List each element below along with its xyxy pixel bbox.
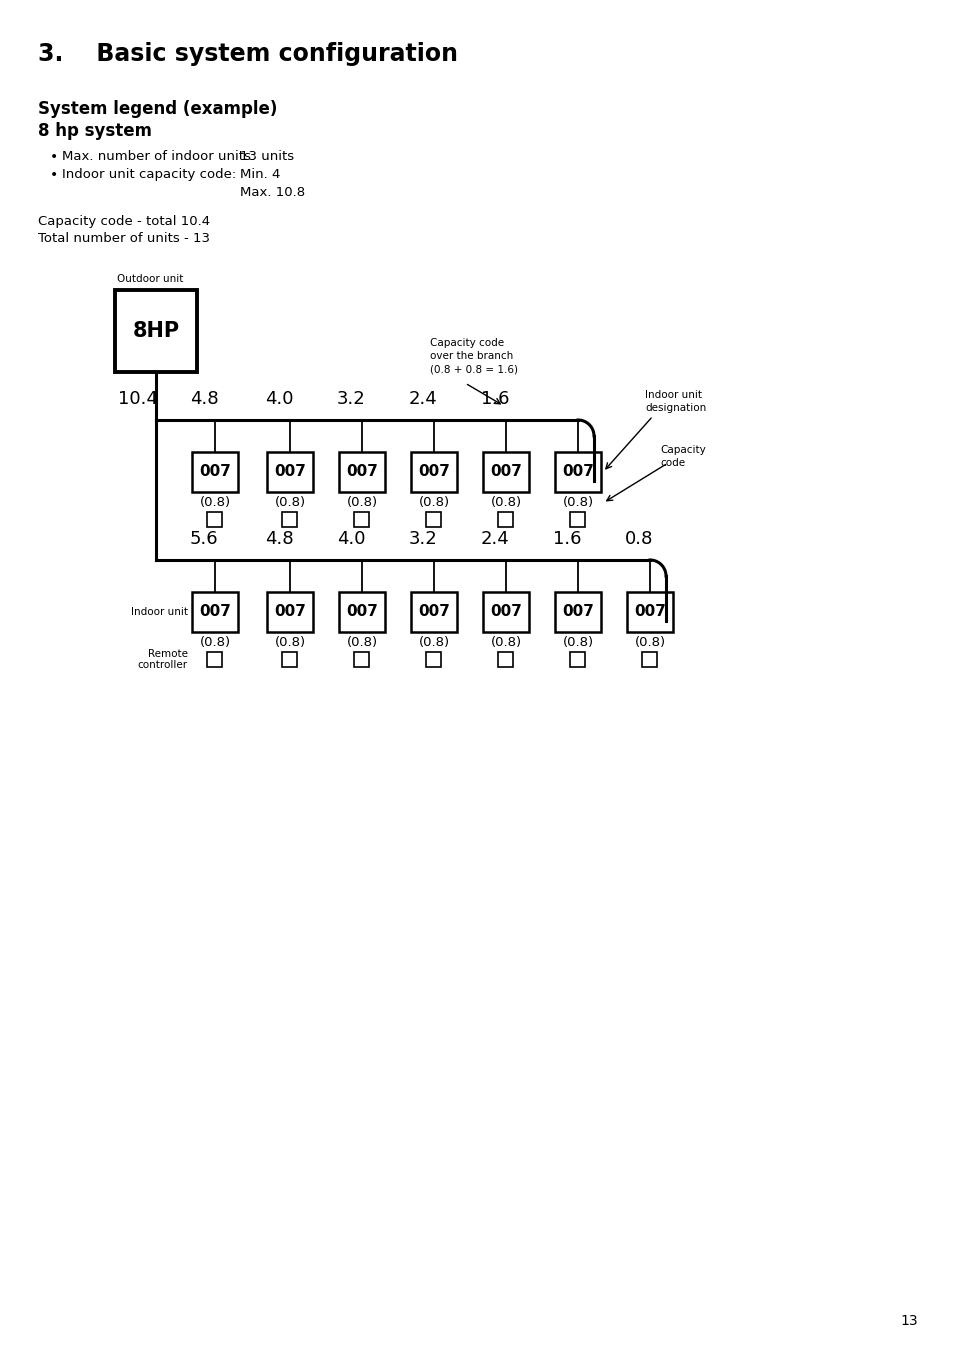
Text: (0.8): (0.8)	[490, 495, 521, 509]
Text: (0.8): (0.8)	[562, 495, 593, 509]
Text: 007: 007	[274, 605, 306, 620]
Text: 5.6: 5.6	[190, 531, 218, 548]
Text: 4.0: 4.0	[265, 390, 294, 408]
Bar	[555, 593, 600, 632]
Text: Remote
controller: Remote controller	[138, 649, 188, 671]
Text: 4.8: 4.8	[190, 390, 218, 408]
Bar	[355, 652, 369, 667]
Text: Indoor unit
designation: Indoor unit designation	[644, 390, 705, 413]
Text: •: •	[50, 167, 58, 182]
Bar	[482, 452, 529, 491]
Bar	[208, 652, 222, 667]
Text: Outdoor unit: Outdoor unit	[117, 274, 183, 284]
Text: 3.    Basic system configuration: 3. Basic system configuration	[38, 42, 457, 66]
Text: 0.8: 0.8	[624, 531, 653, 548]
Text: Max. number of indoor units:: Max. number of indoor units:	[62, 150, 255, 163]
Bar	[267, 593, 313, 632]
Text: 007: 007	[199, 605, 231, 620]
Bar	[115, 290, 196, 373]
Text: 007: 007	[346, 464, 377, 479]
Text: 007: 007	[417, 605, 450, 620]
Bar	[426, 652, 441, 667]
Bar	[208, 512, 222, 526]
Bar	[641, 652, 657, 667]
Text: 2.4: 2.4	[409, 390, 437, 408]
Text: (0.8): (0.8)	[490, 636, 521, 649]
Bar	[338, 452, 385, 491]
Text: 007: 007	[561, 464, 594, 479]
Text: (0.8): (0.8)	[274, 495, 305, 509]
Text: 007: 007	[199, 464, 231, 479]
Text: 2.4: 2.4	[480, 531, 509, 548]
Text: 8HP: 8HP	[132, 321, 179, 342]
Text: 007: 007	[274, 464, 306, 479]
Text: 007: 007	[490, 605, 521, 620]
Bar	[411, 593, 456, 632]
Bar	[282, 512, 297, 526]
Text: (0.8): (0.8)	[274, 636, 305, 649]
Bar	[626, 593, 672, 632]
Text: •: •	[50, 150, 58, 163]
Bar	[355, 512, 369, 526]
Bar	[411, 452, 456, 491]
Text: Min. 4: Min. 4	[240, 167, 280, 181]
Text: 4.8: 4.8	[265, 531, 294, 548]
Text: 3.2: 3.2	[336, 390, 365, 408]
Bar	[570, 512, 585, 526]
Text: Capacity code - total 10.4: Capacity code - total 10.4	[38, 215, 210, 228]
Text: 4.0: 4.0	[336, 531, 365, 548]
Text: 3.2: 3.2	[409, 531, 437, 548]
Text: (0.8): (0.8)	[418, 495, 449, 509]
Text: (0.8): (0.8)	[346, 636, 377, 649]
Text: 007: 007	[561, 605, 594, 620]
Text: 13: 13	[900, 1314, 917, 1328]
Bar	[498, 512, 513, 526]
Bar	[482, 593, 529, 632]
Text: System legend (example): System legend (example)	[38, 100, 277, 117]
Bar	[338, 593, 385, 632]
Text: (0.8): (0.8)	[418, 636, 449, 649]
Bar	[555, 452, 600, 491]
Text: (0.8): (0.8)	[199, 495, 231, 509]
Text: 1.6: 1.6	[553, 531, 581, 548]
Text: Indoor unit capacity code:: Indoor unit capacity code:	[62, 167, 236, 181]
Bar	[192, 452, 237, 491]
Text: 007: 007	[346, 605, 377, 620]
Bar	[426, 512, 441, 526]
Bar	[267, 452, 313, 491]
Text: (0.8): (0.8)	[346, 495, 377, 509]
Text: Total number of units - 13: Total number of units - 13	[38, 232, 210, 244]
Text: (0.8): (0.8)	[199, 636, 231, 649]
Text: 8 hp system: 8 hp system	[38, 122, 152, 140]
Text: 007: 007	[634, 605, 665, 620]
Bar	[282, 652, 297, 667]
Bar	[570, 652, 585, 667]
Text: 10.4: 10.4	[118, 390, 157, 408]
Text: Indoor unit: Indoor unit	[131, 608, 188, 617]
Text: Capacity code
over the branch
(0.8 + 0.8 = 1.6): Capacity code over the branch (0.8 + 0.8…	[430, 338, 517, 374]
Text: Capacity
code: Capacity code	[659, 446, 705, 468]
Text: 13 units: 13 units	[240, 150, 294, 163]
Text: Max. 10.8: Max. 10.8	[240, 186, 305, 198]
Text: 007: 007	[417, 464, 450, 479]
Text: 007: 007	[490, 464, 521, 479]
Text: 1.6: 1.6	[480, 390, 509, 408]
Bar	[498, 652, 513, 667]
Text: (0.8): (0.8)	[634, 636, 665, 649]
Bar	[192, 593, 237, 632]
Text: (0.8): (0.8)	[562, 636, 593, 649]
